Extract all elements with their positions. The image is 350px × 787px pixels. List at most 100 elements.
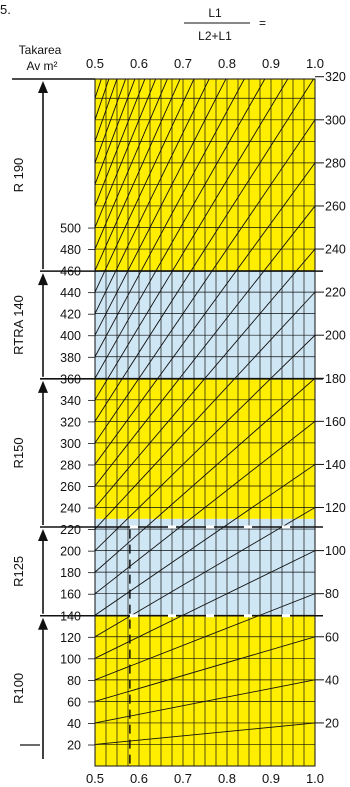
chart-frame bbox=[94, 78, 316, 767]
left-axis-title-line2: Av m² bbox=[26, 59, 57, 73]
left-tick-label: 220 bbox=[60, 523, 81, 537]
dash-gap bbox=[244, 525, 252, 529]
diagonal-line bbox=[95, 550, 315, 659]
diagonal-line bbox=[95, 334, 315, 551]
right-axis: 20 40 60 80 100 120 140 160 180 200 220 240 260 280 30… bbox=[315, 70, 346, 730]
right-tick-label: 320 bbox=[325, 70, 346, 84]
diagonal-line bbox=[95, 636, 315, 702]
dash-gap bbox=[282, 525, 290, 529]
band-arrow-icon bbox=[38, 81, 48, 93]
top-tick-label: 1.0 bbox=[306, 56, 324, 71]
diagonal-line bbox=[95, 291, 315, 530]
dash-gap bbox=[282, 614, 290, 618]
dash-gap bbox=[244, 614, 252, 618]
band-label: R100 bbox=[11, 673, 26, 704]
right-tick-label: 20 bbox=[325, 716, 339, 730]
top-axis: 0.5 0.6 0.7 0.8 0.9 1.0 bbox=[86, 56, 324, 71]
left-axis-title-line1: Takarea bbox=[19, 43, 62, 57]
diagonal-line bbox=[95, 377, 315, 573]
top-tick-label: 0.9 bbox=[262, 56, 280, 71]
dash-gap bbox=[130, 525, 138, 529]
diagonal-line bbox=[95, 421, 315, 595]
right-tick-label: 300 bbox=[325, 113, 346, 127]
right-tick-label: 60 bbox=[325, 630, 339, 644]
formula-numerator: L1 bbox=[208, 6, 222, 20]
diagonal-line bbox=[95, 79, 195, 293]
right-tick-label: 80 bbox=[325, 587, 339, 601]
diagonal-line bbox=[95, 79, 157, 228]
left-tick-label: 480 bbox=[60, 243, 81, 257]
right-tick-label: 40 bbox=[325, 673, 339, 687]
diagonal-line bbox=[95, 119, 315, 444]
right-tick-label: 240 bbox=[325, 243, 346, 257]
left-tick-label: 140 bbox=[60, 609, 81, 623]
diagonal-line bbox=[95, 464, 315, 616]
left-tick-label: 420 bbox=[60, 308, 81, 322]
dash-gap bbox=[130, 614, 138, 618]
diagonal-line bbox=[95, 79, 210, 314]
left-tick-label: 380 bbox=[60, 351, 81, 365]
dash-gap bbox=[168, 525, 176, 529]
bottom-tick-label: 0.8 bbox=[218, 771, 236, 786]
left-tick-label: 240 bbox=[60, 502, 81, 516]
left-tick-label: 100 bbox=[60, 652, 81, 666]
right-tick-label: 120 bbox=[325, 501, 346, 515]
diagonal-line bbox=[95, 162, 315, 465]
diagonal-line bbox=[95, 205, 315, 487]
left-tick-label: 440 bbox=[60, 286, 81, 300]
bottom-tick-label: 0.9 bbox=[262, 771, 280, 786]
left-axis: 20 40 60 80 100 120 140 160 180 200 220 240 260 280 30… bbox=[11, 78, 95, 759]
left-tick-label: 180 bbox=[60, 566, 81, 580]
right-tick-label: 280 bbox=[325, 156, 346, 170]
band-label: R125 bbox=[11, 556, 26, 587]
left-tick-label: 260 bbox=[60, 480, 81, 494]
diagonal-line bbox=[95, 593, 315, 681]
right-tick-label: 200 bbox=[325, 329, 346, 343]
top-tick-label: 0.7 bbox=[174, 56, 192, 71]
band-arrow-icon bbox=[38, 617, 48, 630]
top-tick-label: 0.8 bbox=[218, 56, 236, 71]
bottom-axis: 0.5 0.6 0.7 0.8 0.9 1.0 bbox=[86, 771, 324, 786]
left-tick-label: 500 bbox=[60, 222, 81, 236]
left-tick-label: 80 bbox=[67, 674, 81, 688]
diagonal-line bbox=[95, 79, 136, 185]
left-tick-label: 40 bbox=[67, 717, 81, 731]
bottom-tick-label: 0.7 bbox=[174, 771, 192, 786]
dash-gap bbox=[206, 614, 214, 618]
left-tick-label: 280 bbox=[60, 458, 81, 472]
diagonal-line bbox=[95, 722, 315, 745]
right-tick-label: 140 bbox=[325, 458, 346, 472]
chart-grid bbox=[94, 78, 316, 767]
dash-gap bbox=[168, 614, 176, 618]
left-tick-label: 20 bbox=[67, 739, 81, 753]
right-tick-label: 220 bbox=[325, 286, 346, 300]
diagonal-line bbox=[95, 79, 289, 401]
left-tick-label: 340 bbox=[60, 394, 81, 408]
diagonal-line bbox=[95, 79, 181, 271]
band-arrow-icon bbox=[38, 380, 48, 393]
band-label: R150 bbox=[11, 437, 26, 468]
bottom-tick-label: 0.5 bbox=[86, 771, 104, 786]
diagonal-line bbox=[95, 79, 315, 422]
right-tick-label: 180 bbox=[325, 372, 346, 386]
bottom-tick-label: 0.6 bbox=[130, 771, 148, 786]
left-tick-label: 460 bbox=[60, 265, 81, 279]
diagonal-line bbox=[95, 79, 266, 379]
diagonal-line bbox=[95, 679, 315, 724]
right-tick-label: 100 bbox=[325, 544, 346, 558]
left-tick-label: 300 bbox=[60, 437, 81, 451]
right-tick-label: 260 bbox=[325, 199, 346, 213]
right-tick-label: 160 bbox=[325, 415, 346, 429]
left-tick-label: 120 bbox=[60, 631, 81, 645]
left-tick-label: 320 bbox=[60, 415, 81, 429]
formula-denominator: L2+L1 bbox=[198, 29, 232, 43]
band-arrow-icon bbox=[38, 273, 48, 286]
diagonal-line bbox=[95, 79, 146, 207]
band-label: RTRA 140 bbox=[11, 295, 26, 355]
bottom-tick-label: 1.0 bbox=[306, 771, 324, 786]
left-tick-label: 200 bbox=[60, 545, 81, 559]
formula-equals: = bbox=[259, 16, 266, 30]
band-boundaries bbox=[40, 270, 323, 766]
top-tick-label: 0.5 bbox=[86, 56, 104, 71]
